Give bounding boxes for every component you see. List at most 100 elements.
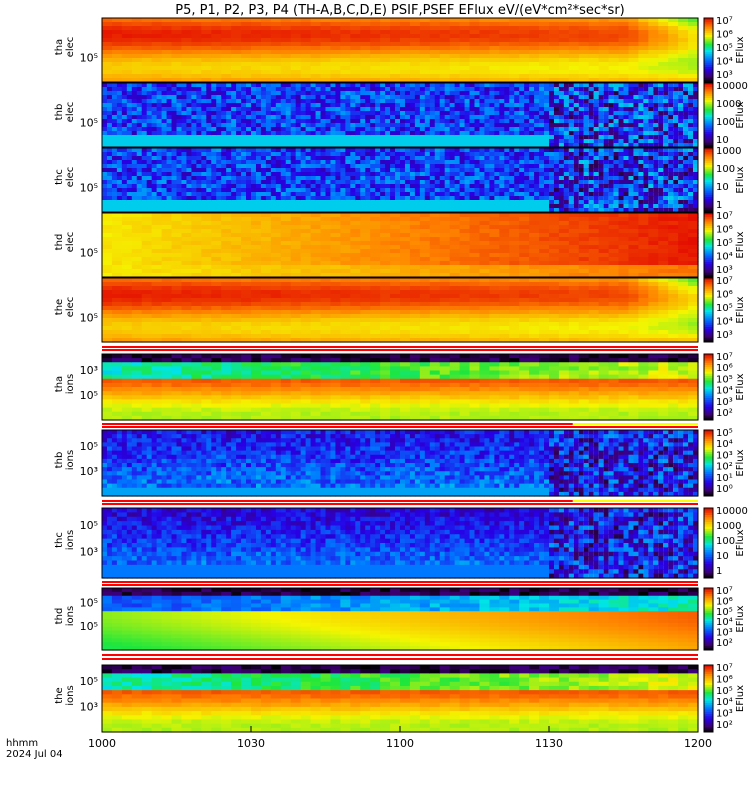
heatmap-cell — [151, 160, 158, 165]
heatmap-cell — [464, 160, 471, 165]
heatmap-cell — [693, 103, 699, 108]
heatmap-cell — [161, 119, 168, 124]
heatmap-cell — [499, 95, 505, 100]
heatmap-cell — [454, 160, 461, 165]
heatmap-cell — [444, 83, 451, 88]
heatmap-cell — [171, 83, 178, 88]
heatmap-cell — [509, 34, 520, 39]
heatmap-cell — [424, 200, 431, 205]
heatmap-cell — [683, 160, 689, 165]
heatmap-cell — [390, 66, 401, 71]
heatmap-cell — [444, 139, 451, 144]
heatmap-cell — [429, 135, 436, 140]
colorbar-segment — [704, 134, 713, 137]
heatmap-cell — [534, 200, 540, 205]
heatmap-cell — [191, 172, 197, 177]
heatmap-cell — [260, 42, 272, 47]
heatmap-cell — [578, 127, 584, 132]
heatmap-cell — [280, 111, 287, 116]
heatmap-cell — [618, 38, 630, 43]
heatmap-cell — [126, 127, 133, 132]
heatmap-cell — [136, 103, 143, 108]
heatmap-cell — [419, 115, 426, 120]
heatmap-cell — [524, 148, 530, 153]
heatmap-cell — [484, 156, 490, 161]
heatmap-cell — [419, 204, 426, 209]
heatmap-cell — [573, 135, 579, 140]
heatmap-cell — [429, 196, 436, 201]
heatmap-cell — [653, 107, 659, 112]
heatmap-cell — [484, 180, 490, 185]
heatmap-cell — [598, 91, 604, 96]
heatmap-cell — [295, 208, 302, 213]
heatmap-cell — [608, 160, 614, 165]
heatmap-cell — [116, 152, 123, 157]
heatmap-cell — [221, 74, 232, 79]
heatmap-cell — [469, 160, 476, 165]
heatmap-cell — [226, 103, 232, 108]
heatmap-cell — [479, 83, 486, 88]
heatmap-cell — [449, 38, 461, 43]
heatmap-cell — [241, 160, 247, 165]
heatmap-cell — [345, 196, 351, 201]
heatmap-cell — [683, 103, 689, 108]
heatmap-cell — [186, 184, 192, 189]
heatmap-cell — [504, 127, 510, 132]
heatmap-cell — [280, 58, 292, 63]
heatmap-cell — [102, 135, 108, 140]
heatmap-cell — [578, 148, 584, 153]
heatmap-cell — [186, 172, 192, 177]
heatmap-cell — [549, 54, 560, 59]
heatmap-cell — [549, 160, 555, 165]
heatmap-cell — [201, 168, 207, 173]
heatmap-cell — [568, 22, 580, 27]
heatmap-cell — [136, 184, 143, 189]
heatmap-cell — [618, 70, 630, 75]
heatmap-cell — [673, 184, 679, 189]
heatmap-cell — [146, 119, 153, 124]
heatmap-cell — [325, 87, 332, 92]
heatmap-cell — [489, 46, 500, 51]
heatmap-cell — [191, 46, 202, 51]
heatmap-cell — [668, 66, 679, 71]
heatmap-cell — [568, 50, 580, 55]
heatmap-cell — [474, 107, 481, 112]
heatmap-cell — [598, 30, 610, 35]
heatmap-cell — [280, 34, 292, 39]
heatmap-cell — [400, 176, 406, 181]
heatmap-cell — [365, 156, 371, 161]
heatmap-cell — [593, 176, 599, 181]
heatmap-cell — [688, 26, 699, 31]
heatmap-cell — [310, 107, 317, 112]
heatmap-cell — [454, 180, 461, 185]
heatmap-cell — [131, 269, 143, 274]
heatmap-cell — [290, 91, 297, 96]
heatmap-cell — [320, 200, 327, 205]
heatmap-cell — [102, 148, 108, 153]
heatmap-cell — [593, 91, 599, 96]
heatmap-cell — [419, 164, 426, 169]
heatmap-cell — [400, 168, 406, 173]
heatmap-cell — [171, 78, 183, 83]
heatmap-cell — [648, 38, 659, 43]
heatmap-cell — [668, 180, 674, 185]
heatmap-cell — [593, 127, 599, 132]
heatmap-cell — [236, 87, 242, 92]
heatmap-cell — [618, 127, 624, 132]
heatmap-cell — [608, 95, 614, 100]
heatmap-cell — [141, 208, 148, 213]
heatmap-cell — [305, 95, 312, 100]
heatmap-cell — [608, 119, 614, 124]
heatmap-cell — [519, 135, 525, 140]
heatmap-cell — [658, 91, 664, 96]
heatmap-cell — [226, 200, 232, 205]
heatmap-cell — [211, 148, 217, 153]
heatmap-cell — [335, 95, 341, 100]
heatmap-cell — [613, 200, 619, 205]
heatmap-cell — [598, 192, 604, 197]
heatmap-cell — [116, 111, 123, 116]
heatmap-cell — [290, 95, 297, 100]
heatmap-cell — [459, 34, 471, 39]
heatmap-cell — [643, 192, 649, 197]
heatmap-cell — [330, 62, 341, 67]
